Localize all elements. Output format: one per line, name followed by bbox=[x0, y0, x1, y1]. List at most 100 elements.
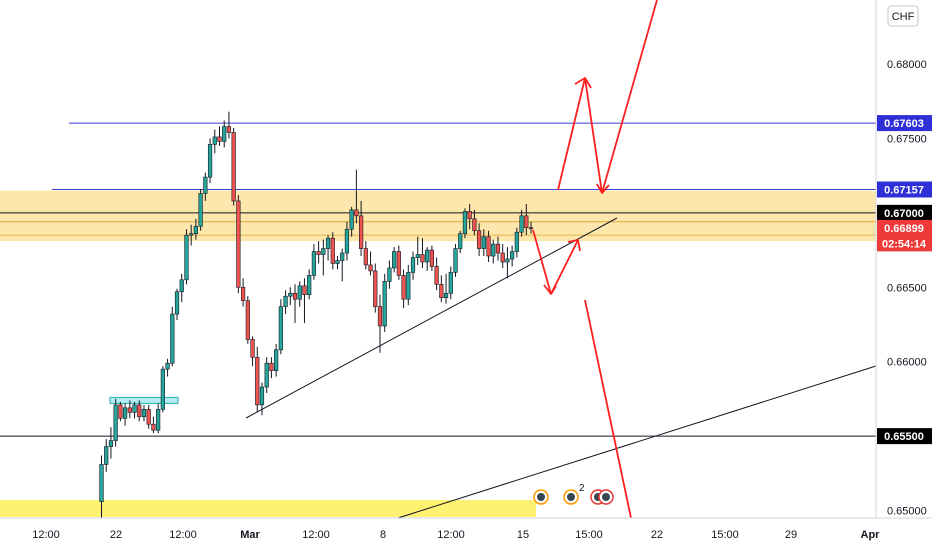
candle bbox=[278, 299, 283, 355]
candle-body bbox=[113, 404, 118, 441]
candle bbox=[448, 266, 453, 300]
candle bbox=[476, 223, 482, 257]
candle-body bbox=[292, 292, 298, 300]
price-badge[interactable] bbox=[877, 181, 932, 198]
candle bbox=[245, 296, 250, 344]
currency-box[interactable] bbox=[887, 5, 919, 27]
zone-band[interactable] bbox=[0, 190, 876, 242]
candle-body bbox=[392, 251, 397, 269]
candle-body bbox=[255, 356, 260, 406]
price-badge[interactable] bbox=[877, 428, 932, 445]
event-count-badge: 2 bbox=[579, 483, 585, 494]
candle bbox=[146, 404, 151, 429]
price-axis[interactable]: 0.68000 0.67500 0.67000 0.66500 0.66000 0.655… bbox=[877, 59, 932, 518]
candle-body bbox=[330, 237, 335, 264]
time-tick-label: 12:00 bbox=[302, 529, 330, 541]
candle-body bbox=[401, 275, 406, 300]
candle-body bbox=[165, 362, 170, 370]
time-axis-panel[interactable] bbox=[0, 518, 932, 550]
candle-body bbox=[472, 218, 477, 232]
time-tick-label: 15:00 bbox=[711, 529, 739, 541]
candle-body bbox=[269, 362, 274, 371]
arrow-down-leg[interactable] bbox=[532, 229, 552, 295]
arrow-up-3-leg[interactable] bbox=[601, 0, 658, 194]
candle-body bbox=[363, 248, 368, 266]
candle-body bbox=[212, 136, 217, 145]
candle-body bbox=[340, 252, 345, 261]
time-tick-label: Apr bbox=[861, 529, 881, 541]
candle-body bbox=[104, 446, 109, 465]
price-badge[interactable] bbox=[877, 235, 932, 252]
candle bbox=[354, 169, 359, 224]
time-tick-label: 12:00 bbox=[437, 529, 465, 541]
candle-body bbox=[415, 254, 420, 258]
ascending-trendline[interactable] bbox=[245, 217, 618, 419]
forecast-arrows[interactable] bbox=[532, 0, 658, 519]
candle-body bbox=[429, 249, 435, 267]
candle bbox=[415, 236, 420, 265]
candle bbox=[425, 247, 430, 271]
time-axis[interactable]: 12:00 22 12:00 Mar 12:00 8 12:00 15 15:00 22 15:00… bbox=[32, 529, 880, 541]
arrow-up-head[interactable] bbox=[567, 239, 581, 252]
candle bbox=[472, 209, 477, 236]
event-flag-dot-icon bbox=[602, 493, 610, 501]
candle bbox=[255, 346, 260, 413]
long-trendline[interactable] bbox=[397, 365, 877, 519]
candle-body bbox=[127, 407, 132, 413]
candle bbox=[514, 227, 519, 258]
candle-body bbox=[382, 281, 387, 327]
arrow-up-2-leg[interactable] bbox=[557, 77, 586, 191]
candle bbox=[486, 230, 491, 262]
candles bbox=[99, 111, 534, 520]
arrow-down-2-leg[interactable] bbox=[584, 77, 603, 194]
candle bbox=[392, 247, 397, 273]
candle-body bbox=[236, 200, 241, 288]
candle bbox=[198, 189, 203, 231]
candle-body bbox=[335, 260, 340, 264]
candle bbox=[462, 208, 468, 239]
yellow-zone-bar[interactable] bbox=[0, 500, 536, 517]
event-markers[interactable]: 2 bbox=[533, 483, 614, 505]
candle-body bbox=[448, 272, 453, 294]
candle bbox=[401, 269, 406, 309]
candle-body bbox=[410, 257, 416, 273]
candle-body bbox=[458, 233, 463, 249]
candle-body bbox=[481, 236, 486, 249]
candle bbox=[500, 244, 505, 268]
price-badge[interactable] bbox=[877, 115, 932, 132]
supply-demand-zone[interactable] bbox=[0, 190, 876, 242]
candle-body bbox=[373, 270, 378, 307]
price-badge[interactable] bbox=[877, 219, 932, 236]
candle bbox=[505, 247, 510, 279]
arrow-up-leg[interactable] bbox=[550, 239, 579, 295]
price-badge-label: 0.65500 bbox=[884, 431, 924, 443]
candle bbox=[302, 278, 307, 324]
candle-body bbox=[288, 292, 293, 297]
candle-body bbox=[510, 251, 515, 260]
price-tick-label: 0.66000 bbox=[887, 357, 927, 369]
price-badge-label: 0.67000 bbox=[884, 208, 924, 220]
arrow-down-3-leg[interactable] bbox=[584, 299, 632, 519]
candle bbox=[174, 288, 180, 321]
time-tick-label: 29 bbox=[785, 529, 797, 541]
candle-body bbox=[189, 233, 194, 236]
candle bbox=[264, 357, 269, 393]
candle-body bbox=[108, 440, 114, 447]
candle-body bbox=[439, 284, 444, 299]
candle bbox=[241, 278, 246, 307]
candle bbox=[325, 235, 331, 261]
candle-body bbox=[425, 249, 430, 263]
candle-body bbox=[141, 409, 147, 418]
price-tick-label: 0.68000 bbox=[887, 59, 927, 71]
candle bbox=[340, 248, 345, 282]
event-flag-dot-icon bbox=[567, 493, 575, 501]
price-badge[interactable] bbox=[877, 204, 932, 221]
candle bbox=[510, 245, 515, 267]
candle bbox=[99, 455, 104, 520]
candle-body bbox=[297, 285, 302, 300]
trend-lines[interactable] bbox=[245, 217, 877, 519]
candle bbox=[344, 221, 350, 261]
horizontal-lines[interactable] bbox=[0, 122, 876, 517]
cyan-box[interactable] bbox=[109, 396, 179, 404]
